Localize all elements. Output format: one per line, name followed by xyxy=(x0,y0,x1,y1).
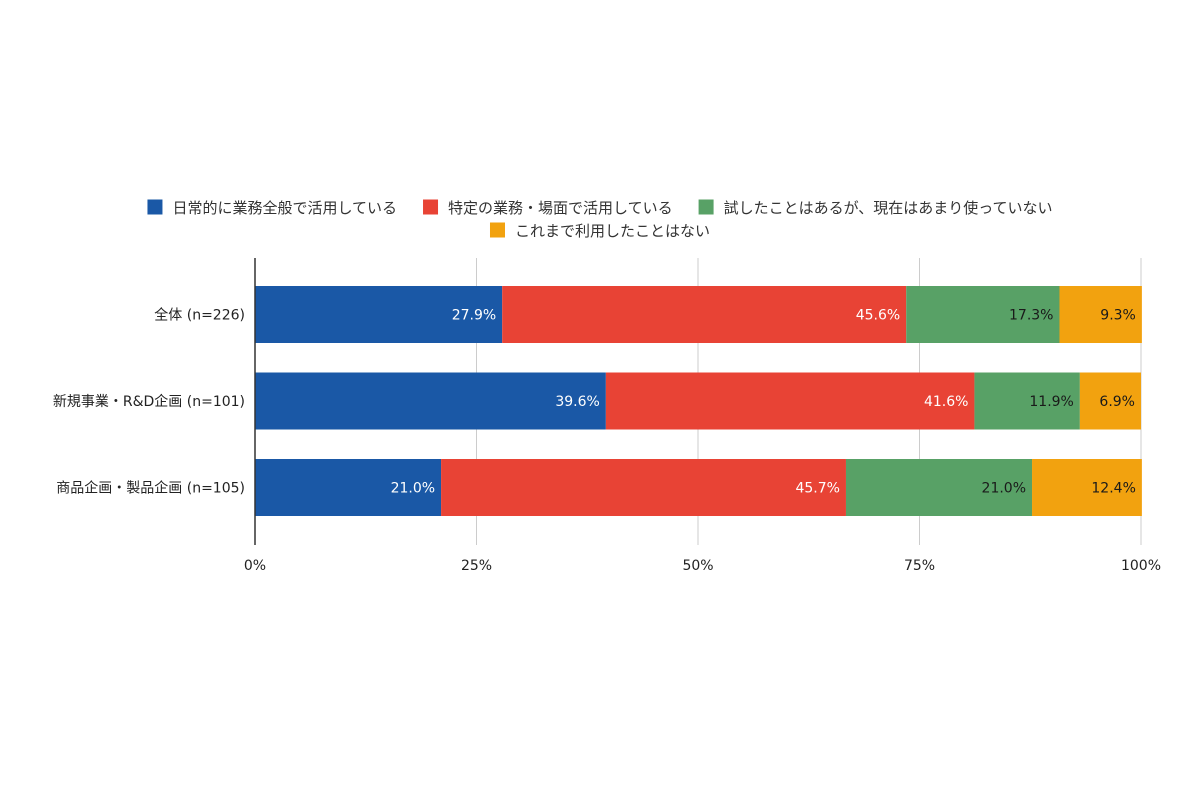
data-label-2-0: 21.0% xyxy=(391,481,435,497)
legend: 日常的に業務全般で活用している 特定の業務・場面で活用している 試したことはあるが、… xyxy=(147,199,1053,240)
legend-label-3: これまで利用したことはない xyxy=(515,222,710,240)
x-tick-label-1: 25% xyxy=(461,558,492,574)
bar-1-3 xyxy=(1079,372,1141,430)
data-label-1-1: 41.6% xyxy=(924,394,968,410)
data-label-1-2: 11.9% xyxy=(1029,394,1073,410)
bar-2-3 xyxy=(1032,459,1142,516)
legend-item-2: 試したことはあるが、現在はあまり使っていない xyxy=(698,199,1053,217)
data-label-0-3: 9.3% xyxy=(1100,308,1136,324)
legend-label-1: 特定の業務・場面で活用している xyxy=(448,199,673,217)
x-tick-label-2: 50% xyxy=(682,558,713,574)
bar-0-1 xyxy=(502,286,907,343)
bar-1-2 xyxy=(974,372,1080,430)
legend-item-3: これまで利用したことはない xyxy=(489,222,710,240)
legend-swatch-2 xyxy=(698,199,714,215)
data-label-2-1: 45.7% xyxy=(795,481,839,497)
data-label-2-2: 21.0% xyxy=(982,481,1026,497)
legend-swatch-1 xyxy=(423,199,439,215)
data-label-1-0: 39.6% xyxy=(555,394,599,410)
legend-label-2: 試したことはあるが、現在はあまり使っていない xyxy=(724,199,1053,217)
category-label-2: 商品企画・製品企画 (n=105) xyxy=(56,480,245,497)
data-label-0-2: 17.3% xyxy=(1009,308,1053,324)
legend-label-0: 日常的に業務全般で活用している xyxy=(172,199,397,217)
data-label-0-1: 45.6% xyxy=(856,308,900,324)
legend-swatch-3 xyxy=(489,222,505,238)
x-tick-label-0: 0% xyxy=(244,558,266,574)
x-tick-label-3: 75% xyxy=(904,558,935,574)
bar-0-2 xyxy=(906,286,1060,343)
bar-0-0 xyxy=(255,286,503,343)
legend-item-0: 日常的に業務全般で活用している xyxy=(147,199,397,217)
bar-1-0 xyxy=(255,372,606,430)
bar-1-1 xyxy=(605,372,975,430)
data-label-1-3: 6.9% xyxy=(1099,394,1135,410)
legend-item-1: 特定の業務・場面で活用している xyxy=(423,199,673,217)
x-tick-labels: 0% 25% 50% 75% 100% xyxy=(244,558,1161,574)
category-labels: 全体 (n=226) 新規事業・R&D企画 (n=101) 商品企画・製品企画 (n… xyxy=(53,307,245,497)
bar-0-3 xyxy=(1059,286,1142,343)
bar-2-2 xyxy=(845,459,1033,516)
legend-row-1: これまで利用したことはない xyxy=(489,222,710,240)
x-tick-label-4: 100% xyxy=(1121,558,1161,574)
category-label-1: 新規事業・R&D企画 (n=101) xyxy=(53,393,245,410)
bar-2-1 xyxy=(441,459,846,516)
data-label-2-3: 12.4% xyxy=(1091,481,1135,497)
data-label-0-0: 27.9% xyxy=(452,308,496,324)
category-label-0: 全体 (n=226) xyxy=(154,307,245,324)
legend-row-0: 日常的に業務全般で活用している 特定の業務・場面で活用している 試したことはあるが、… xyxy=(147,199,1053,217)
legend-swatch-0 xyxy=(147,199,163,215)
bar-2-0 xyxy=(255,459,442,516)
bars: 27.9% 45.6% 17.3% 9.3% 39.6% 41.6% 11.9% 6.9% 21… xyxy=(255,286,1142,516)
